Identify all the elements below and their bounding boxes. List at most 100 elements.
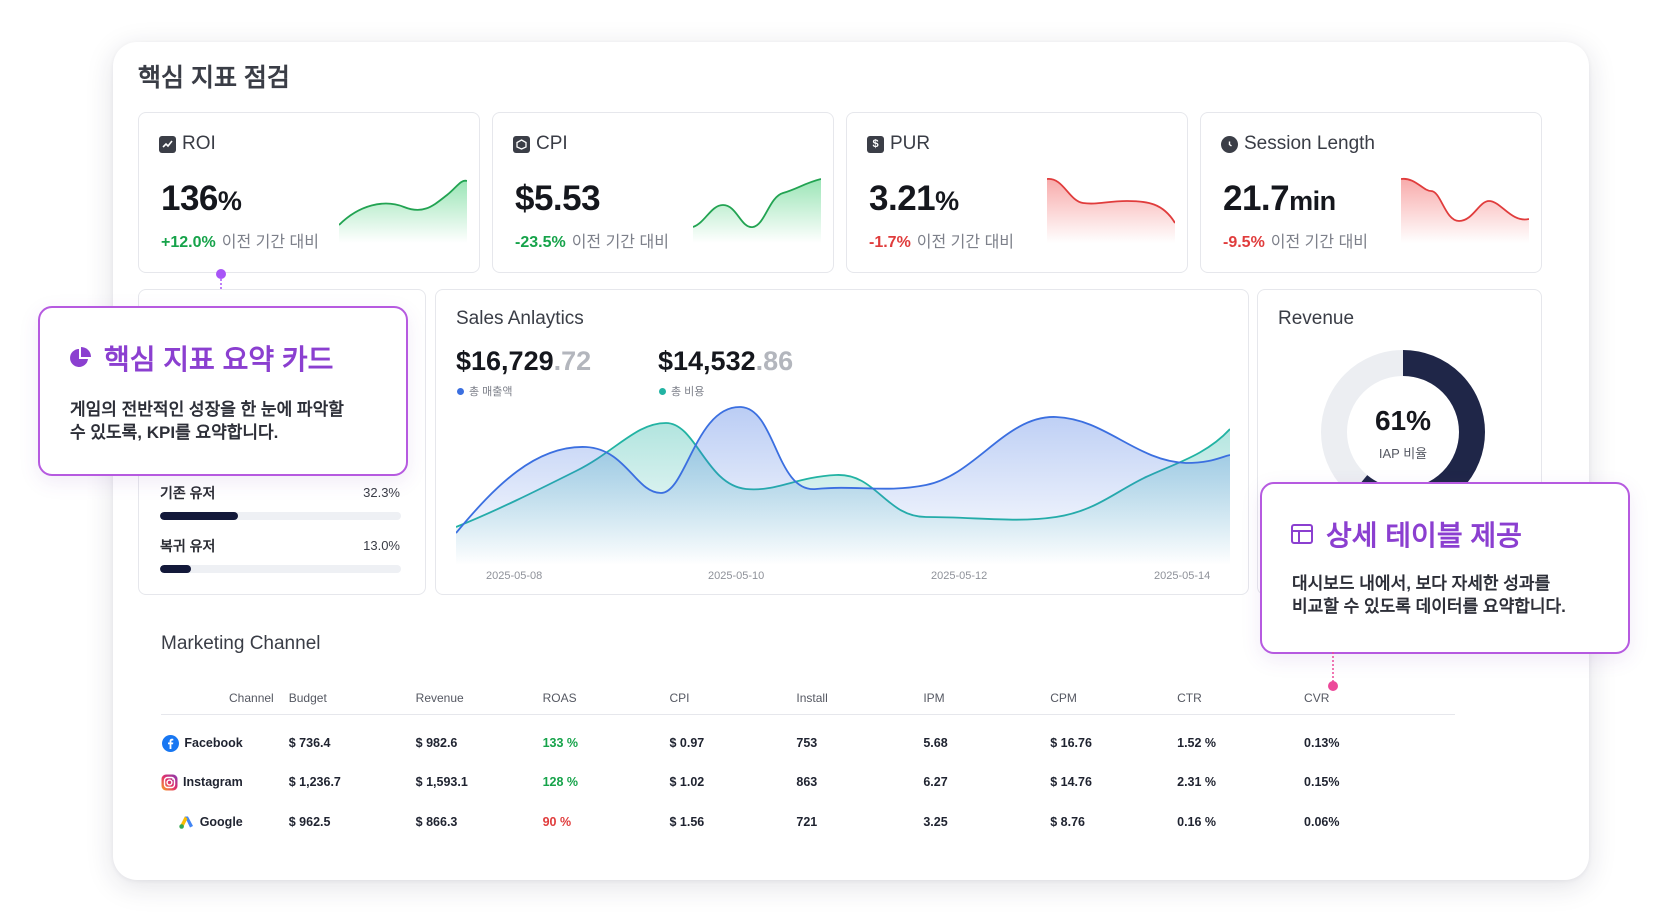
ctr-cell: 0.16 % xyxy=(1177,815,1217,829)
cpi-cell: $ 1.02 xyxy=(669,775,705,789)
cpm-cell: $ 16.76 xyxy=(1050,736,1092,751)
ipm-cell: 6.27 xyxy=(923,775,948,789)
legend-revenue: 총 매출액 xyxy=(457,383,513,399)
x-axis-tick: 2025-05-14 xyxy=(1154,570,1211,582)
trend-chart-icon xyxy=(159,135,176,153)
ipm-cell: 3.25 xyxy=(923,815,948,829)
detail-table-callout: 상세 테이블 제공 대시보드 내에서, 보다 자세한 성과를 비교할 수 있도록… xyxy=(1260,482,1630,654)
channel-cell: Google xyxy=(161,814,289,831)
cpi-cell: $ 1.56 xyxy=(669,815,705,829)
kpi-sparkline xyxy=(693,178,821,243)
revenue-cell: $ 866.3 xyxy=(415,815,458,829)
roas-cell: 128 % xyxy=(542,775,579,789)
column-header[interactable]: CPM xyxy=(1050,682,1178,715)
kpi-value: 3.21% xyxy=(869,179,959,218)
progress-fill xyxy=(160,512,238,520)
cpm-cell: $ 14.76 xyxy=(1050,775,1092,789)
clock-icon xyxy=(1221,135,1238,153)
kpi-header: Session Length xyxy=(1221,133,1375,155)
kpi-header: ROI xyxy=(159,133,216,155)
iap-ratio-label: IAP 비율 xyxy=(1378,446,1428,461)
sales-line-chart xyxy=(456,406,1230,565)
google-ads-icon xyxy=(178,814,195,831)
facebook-icon xyxy=(162,734,180,752)
column-header[interactable]: IPM xyxy=(923,682,1051,715)
callout-title: 상세 테이블 제공 xyxy=(1290,514,1522,554)
column-header[interactable]: Channel xyxy=(161,682,289,715)
revenue-title: Revenue xyxy=(1278,308,1355,329)
kpi-delta: -9.5% 이전 기간 대비 xyxy=(1223,234,1369,251)
progress-label: 복귀 유저 xyxy=(160,538,216,554)
kpi-card-roi[interactable]: ROI 136% +12.0% 이전 기간 대비 xyxy=(138,112,480,273)
revenue-cell: $ 982.6 xyxy=(415,736,458,751)
channel-cell: Instagram xyxy=(161,774,289,791)
sales-title: Sales Anlaytics xyxy=(456,308,584,329)
column-header[interactable]: CVR xyxy=(1304,682,1455,715)
column-header[interactable]: CPI xyxy=(669,682,797,715)
table-icon xyxy=(1291,524,1313,544)
kpi-label: Session Length xyxy=(1244,133,1375,154)
cpi-cell: $ 0.97 xyxy=(669,736,705,751)
kpi-summary-callout: 핵심 지표 요약 카드 게임의 전반적인 성장을 한 눈에 파악할 수 있도록,… xyxy=(38,306,408,476)
ipm-cell: 5.68 xyxy=(923,736,948,751)
dollar-icon: $ xyxy=(867,135,884,153)
callout-text: 게임의 전반적인 성장을 한 눈에 파악할 수 있도록, KPI를 요약합니다. xyxy=(70,400,344,442)
donut-center: 61% IAP 비율 xyxy=(1343,405,1463,462)
kpi-sparkline xyxy=(1047,178,1175,243)
page-title: 핵심 지표 점검 xyxy=(138,64,290,92)
callout-title: 핵심 지표 요약 카드 xyxy=(68,338,333,378)
total-revenue-value: $16,729.72 xyxy=(456,346,592,376)
progress-bar xyxy=(160,512,401,520)
column-header[interactable]: CTR xyxy=(1177,682,1305,715)
roas-cell: 90 % xyxy=(542,815,572,829)
kpi-header: CPI xyxy=(513,133,568,155)
table-row[interactable]: Facebook $ 736.4 $ 982.6 133 % $ 0.97 75… xyxy=(161,714,1455,762)
cpm-cell: $ 8.76 xyxy=(1050,815,1085,829)
instagram-icon xyxy=(161,774,178,791)
pie-chart-icon xyxy=(70,347,91,367)
roas-cell: 133 % xyxy=(542,736,579,751)
progress-value: 32.3% xyxy=(363,485,400,500)
callout-text: 대시보드 내에서, 보다 자세한 성과를 비교할 수 있도록 데이터를 요약합니… xyxy=(1292,574,1566,616)
cvr-cell: 0.15% xyxy=(1304,775,1340,789)
marketing-channel-table: Channel Budget Revenue ROAS CPI Install … xyxy=(161,682,1455,842)
total-cost-value: $14,532.86 xyxy=(658,346,794,376)
kpi-value: 136% xyxy=(161,179,242,218)
budget-cell: $ 1,236.7 xyxy=(288,775,341,789)
kpi-value: $5.53 xyxy=(515,179,601,218)
progress-bar xyxy=(160,565,401,573)
progress-label: 기존 유저 xyxy=(160,485,216,501)
sales-analytics-card: Sales Anlaytics $16,729.72 총 매출액 $14,532… xyxy=(435,289,1249,595)
x-axis-tick: 2025-05-12 xyxy=(931,570,988,582)
column-header[interactable]: Budget xyxy=(288,682,416,715)
column-header[interactable]: Install xyxy=(796,682,924,715)
kpi-card-cpi[interactable]: CPI $5.53 -23.5% 이전 기간 대비 xyxy=(492,112,834,273)
legend-cost: 총 비용 xyxy=(659,383,704,399)
ctr-cell: 1.52 % xyxy=(1177,736,1217,751)
column-header[interactable]: ROAS xyxy=(542,682,670,715)
kpi-card-session-length[interactable]: Session Length 21.7min -9.5% 이전 기간 대비 xyxy=(1200,112,1542,273)
progress-value: 13.0% xyxy=(363,538,400,553)
kpi-sparkline xyxy=(339,179,467,243)
ctr-cell: 2.31 % xyxy=(1177,775,1217,789)
install-cell: 753 xyxy=(796,736,818,751)
cvr-cell: 0.13% xyxy=(1304,736,1340,751)
channel-cell: Facebook xyxy=(161,734,289,752)
kpi-header: $ PUR xyxy=(867,133,930,155)
cvr-cell: 0.06% xyxy=(1304,815,1340,829)
budget-cell: $ 736.4 xyxy=(288,736,331,751)
table-row[interactable]: Instagram $ 1,236.7 $ 1,593.1 128 % $ 1.… xyxy=(161,762,1455,802)
kpi-card-pur[interactable]: $ PUR 3.21% -1.7% 이전 기간 대비 xyxy=(846,112,1188,273)
install-cell: 721 xyxy=(796,815,818,829)
kpi-sparkline xyxy=(1401,178,1529,243)
kpi-label: PUR xyxy=(890,133,931,154)
marketing-channel-title: Marketing Channel xyxy=(161,633,321,654)
iap-ratio-value: 61% xyxy=(1374,405,1432,436)
cube-icon xyxy=(513,135,530,153)
kpi-delta: -23.5% 이전 기간 대비 xyxy=(515,234,669,251)
budget-cell: $ 962.5 xyxy=(288,815,331,829)
kpi-delta: +12.0% 이전 기간 대비 xyxy=(161,234,319,251)
table-row[interactable]: Google $ 962.5 $ 866.3 90 % $ 1.56 721 3… xyxy=(161,802,1455,842)
x-axis-tick: 2025-05-10 xyxy=(708,570,765,582)
column-header[interactable]: Revenue xyxy=(415,682,543,715)
